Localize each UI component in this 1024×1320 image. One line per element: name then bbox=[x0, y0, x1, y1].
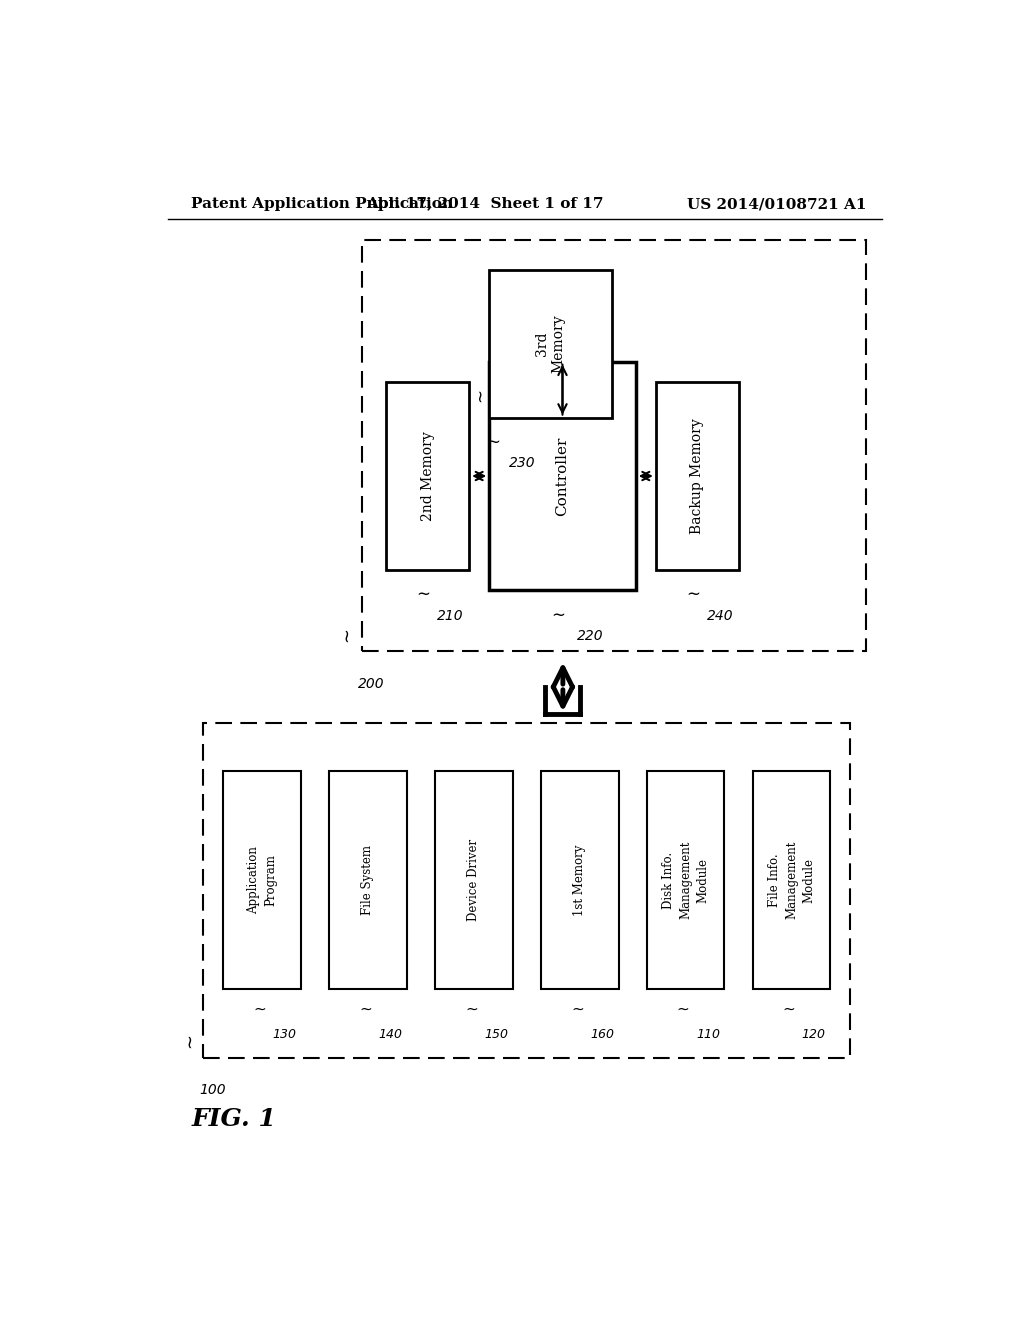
Text: 240: 240 bbox=[707, 609, 733, 623]
Text: US 2014/0108721 A1: US 2014/0108721 A1 bbox=[686, 197, 866, 211]
Text: 160: 160 bbox=[590, 1028, 614, 1041]
Text: 2nd Memory: 2nd Memory bbox=[421, 432, 434, 521]
Text: 3rd
Memory: 3rd Memory bbox=[536, 314, 565, 374]
Text: Backup Memory: Backup Memory bbox=[690, 418, 705, 533]
Text: ∼: ∼ bbox=[359, 1002, 372, 1016]
Text: 210: 210 bbox=[437, 609, 464, 623]
Text: ∼: ∼ bbox=[253, 1002, 266, 1016]
Text: Device Driver: Device Driver bbox=[467, 840, 480, 921]
Text: 130: 130 bbox=[272, 1028, 296, 1041]
Text: 230: 230 bbox=[509, 457, 536, 470]
Text: Controller: Controller bbox=[555, 437, 569, 516]
Text: File Info.
Management
Module: File Info. Management Module bbox=[768, 841, 815, 919]
Text: 140: 140 bbox=[378, 1028, 402, 1041]
Text: 150: 150 bbox=[484, 1028, 508, 1041]
Text: ∼: ∼ bbox=[333, 628, 351, 644]
Text: ∼: ∼ bbox=[677, 1002, 689, 1016]
Text: ∼: ∼ bbox=[686, 585, 700, 603]
Text: 1st Memory: 1st Memory bbox=[573, 845, 586, 916]
Text: Application
Program: Application Program bbox=[247, 846, 278, 913]
Bar bbox=[386, 381, 469, 570]
Bar bbox=[647, 771, 724, 989]
Text: FIG. 1: FIG. 1 bbox=[191, 1107, 276, 1131]
Text: File System: File System bbox=[361, 845, 375, 915]
Text: ∼: ∼ bbox=[417, 585, 430, 603]
Text: ∼: ∼ bbox=[571, 1002, 584, 1016]
Bar bbox=[223, 771, 301, 989]
Text: 220: 220 bbox=[577, 630, 603, 643]
Bar bbox=[435, 771, 513, 989]
Text: 200: 200 bbox=[358, 677, 385, 690]
Bar bbox=[362, 240, 866, 651]
Bar bbox=[655, 381, 739, 570]
Text: Disk Info.
Management
Module: Disk Info. Management Module bbox=[663, 841, 709, 919]
Bar bbox=[489, 362, 636, 590]
Bar bbox=[204, 722, 850, 1057]
Bar bbox=[489, 271, 612, 417]
Text: Patent Application Publication: Patent Application Publication bbox=[191, 197, 454, 211]
Text: ∼: ∼ bbox=[465, 1002, 478, 1016]
Bar bbox=[541, 771, 618, 989]
Text: ∼: ∼ bbox=[177, 1035, 195, 1051]
Text: ∼: ∼ bbox=[782, 1002, 796, 1016]
Text: ∼: ∼ bbox=[468, 391, 486, 404]
Text: 110: 110 bbox=[696, 1028, 720, 1041]
Text: ∼: ∼ bbox=[552, 606, 565, 623]
Bar bbox=[753, 771, 830, 989]
Text: 120: 120 bbox=[802, 1028, 825, 1041]
Bar bbox=[329, 771, 407, 989]
Text: 100: 100 bbox=[200, 1084, 226, 1097]
Text: Apr. 17, 2014  Sheet 1 of 17: Apr. 17, 2014 Sheet 1 of 17 bbox=[367, 197, 604, 211]
Text: ∼: ∼ bbox=[486, 433, 500, 451]
